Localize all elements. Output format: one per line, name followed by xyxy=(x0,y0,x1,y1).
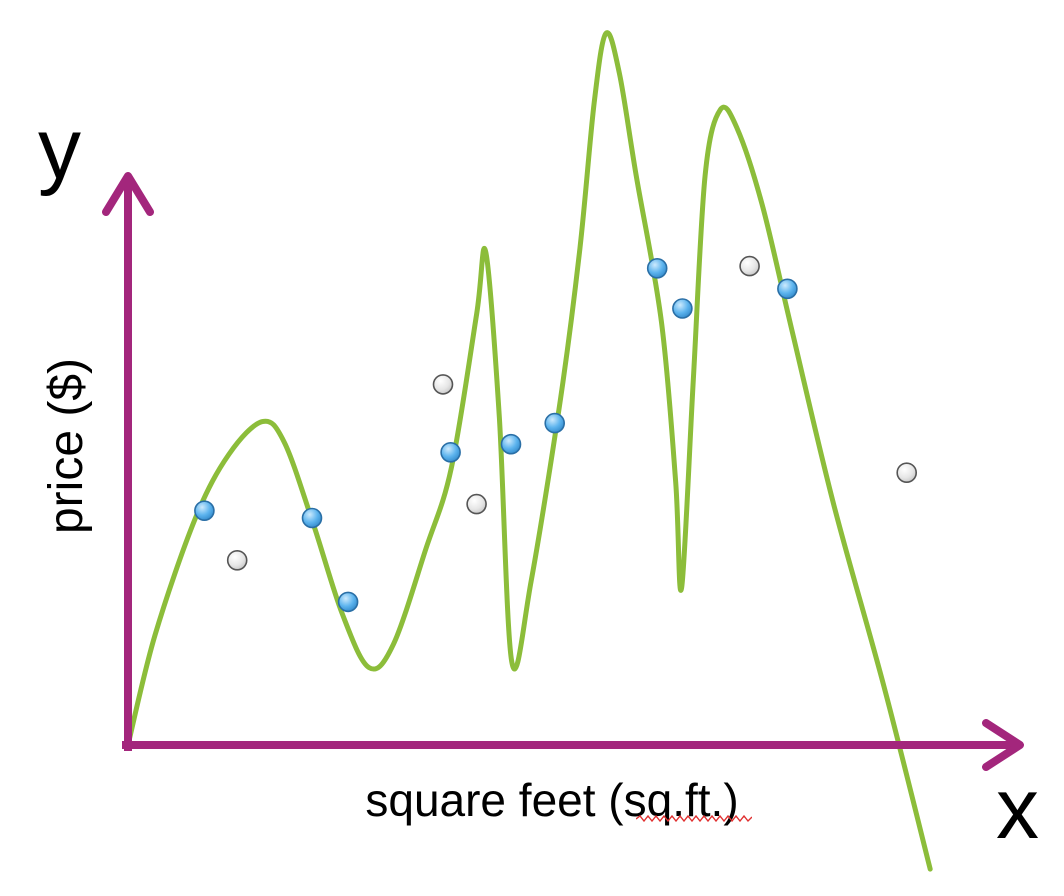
test-point-3 xyxy=(466,493,487,515)
training-point-2 xyxy=(301,507,323,529)
training-point-7 xyxy=(646,257,668,279)
x-axis-label: square feet (sq.ft.) xyxy=(365,774,738,826)
training-point-5 xyxy=(500,433,522,455)
x-axis-arrowhead xyxy=(982,719,1024,771)
x-axis-letter: x xyxy=(996,761,1039,857)
test-point-5 xyxy=(896,462,918,484)
test-point-4 xyxy=(739,255,760,277)
training-point-1 xyxy=(194,500,215,522)
training-point-6 xyxy=(544,412,566,434)
fitted-curve xyxy=(125,30,933,872)
axes-layer xyxy=(102,172,1024,771)
y-axis-letter: y xyxy=(38,101,81,197)
spellcheck-squiggle xyxy=(636,815,752,823)
data-points-layer xyxy=(194,255,918,613)
training-point-9 xyxy=(777,278,798,300)
y-axis-label: price ($) xyxy=(40,358,93,534)
y-axis-arrowhead xyxy=(102,172,154,216)
test-point-1 xyxy=(226,549,248,571)
training-point-8 xyxy=(672,298,693,319)
test-point-2 xyxy=(432,374,454,395)
fitted-curve-layer xyxy=(125,30,933,872)
training-point-4 xyxy=(440,441,461,463)
training-point-3 xyxy=(337,591,359,613)
